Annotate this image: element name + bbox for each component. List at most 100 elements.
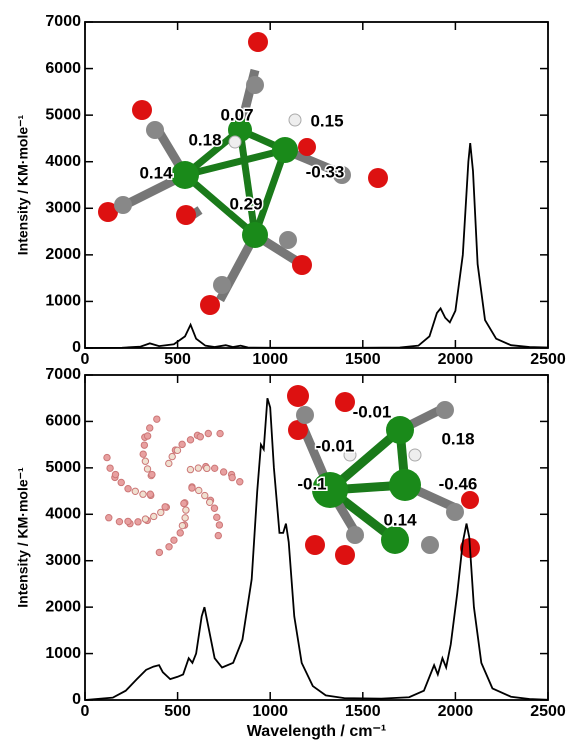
- atom: [106, 515, 112, 521]
- atom: [229, 474, 235, 480]
- y-tick-label: 4000: [45, 506, 81, 523]
- atom: [162, 504, 168, 510]
- atom: [140, 491, 146, 497]
- y-tick-label: 1000: [45, 293, 81, 310]
- x-tick-label: 1000: [252, 703, 288, 720]
- atom: [202, 492, 208, 498]
- x-tick-label: 2500: [530, 351, 566, 368]
- x-tick-label: 2500: [530, 703, 566, 720]
- charge-label: 0.14: [383, 510, 417, 529]
- atom: [116, 518, 122, 524]
- molecule-bottom-cluster: [104, 416, 243, 556]
- y-tick-label: 6000: [45, 413, 81, 430]
- y-tick-label: 3000: [45, 200, 81, 217]
- atom: [107, 465, 113, 471]
- atom: [183, 507, 189, 513]
- atom: [179, 522, 185, 528]
- charge-label: -0.33: [306, 162, 345, 181]
- charge-label: -0.46: [439, 474, 478, 493]
- atom: [132, 488, 138, 494]
- atom: [125, 518, 131, 524]
- y-tick-label: 1000: [45, 645, 81, 662]
- atom: [142, 458, 148, 464]
- atom: [204, 465, 210, 471]
- x-tick-label: 500: [164, 703, 191, 720]
- atom: [195, 465, 201, 471]
- charge-label: -0.01: [316, 436, 355, 455]
- y-tick-label: 2000: [45, 598, 81, 615]
- chart: 0100020003000400050006000700005001000150…: [0, 0, 573, 742]
- atom: [179, 441, 185, 447]
- x-tick-label: 0: [81, 351, 90, 368]
- atom: [196, 487, 202, 493]
- atom: [197, 434, 203, 440]
- atom: [125, 486, 131, 492]
- atom: [166, 460, 172, 466]
- atom: [211, 505, 217, 511]
- atom: [151, 513, 157, 519]
- charge-label: -0.01: [353, 402, 392, 421]
- atom: [158, 509, 164, 515]
- atom: [147, 491, 153, 497]
- x-tick-label: 2000: [438, 703, 474, 720]
- x-tick-label: 1000: [252, 351, 288, 368]
- atom: [214, 514, 220, 520]
- charge-label: 0.18: [188, 130, 221, 149]
- atom: [220, 469, 226, 475]
- charge-label: 0.18: [441, 429, 474, 448]
- atom: [217, 430, 223, 436]
- charge-label: 0.07: [220, 105, 253, 124]
- y-tick-label: 6000: [45, 60, 81, 77]
- charge-label: 0.14: [139, 163, 173, 182]
- atom: [166, 544, 172, 550]
- atom: [182, 515, 188, 521]
- atom: [141, 442, 147, 448]
- y-tick-label: 5000: [45, 459, 81, 476]
- plot-frame: [85, 22, 548, 348]
- atom: [181, 500, 187, 506]
- y-tick-label: 3000: [45, 552, 81, 569]
- atom: [142, 516, 148, 522]
- atom: [118, 479, 124, 485]
- charge-label: -0.1: [297, 474, 326, 493]
- atom: [154, 416, 160, 422]
- atom: [237, 479, 243, 485]
- y-tick-label: 4000: [45, 153, 81, 170]
- charge-label: 0.15: [310, 111, 343, 130]
- x-tick-label: 1500: [345, 351, 381, 368]
- x-tick-label: 0: [81, 703, 90, 720]
- y-tick-label: 2000: [45, 246, 81, 263]
- atom: [112, 471, 118, 477]
- y-tick-label: 7000: [45, 366, 81, 383]
- atom: [144, 466, 150, 472]
- atom: [144, 433, 150, 439]
- atom: [189, 485, 195, 491]
- atom: [187, 466, 193, 472]
- x-tick-label: 500: [164, 351, 191, 368]
- atom: [187, 437, 193, 443]
- atom: [174, 447, 180, 453]
- atom: [216, 522, 222, 528]
- atom: [171, 537, 177, 543]
- atom: [169, 453, 175, 459]
- x-tick-label: 2000: [438, 351, 474, 368]
- y-axis-label: Intensity / KM·mole⁻¹: [15, 114, 31, 255]
- atom: [156, 549, 162, 555]
- atom: [205, 430, 211, 436]
- atom: [211, 465, 217, 471]
- atom: [149, 471, 155, 477]
- atom: [104, 454, 110, 460]
- atom: [140, 451, 146, 457]
- charge-label: 0.29: [229, 194, 262, 213]
- y-axis-label: Intensity / KM·mole⁻¹: [15, 467, 31, 608]
- page: 0100020003000400050006000700005001000150…: [0, 0, 573, 747]
- atom: [135, 519, 141, 525]
- y-tick-label: 5000: [45, 106, 81, 123]
- atom: [147, 425, 153, 431]
- x-axis-label: Wavelength / cm⁻¹: [247, 723, 386, 740]
- y-tick-label: 7000: [45, 13, 81, 30]
- atom: [215, 532, 221, 538]
- atom: [177, 530, 183, 536]
- atom: [207, 499, 213, 505]
- x-tick-label: 1500: [345, 703, 381, 720]
